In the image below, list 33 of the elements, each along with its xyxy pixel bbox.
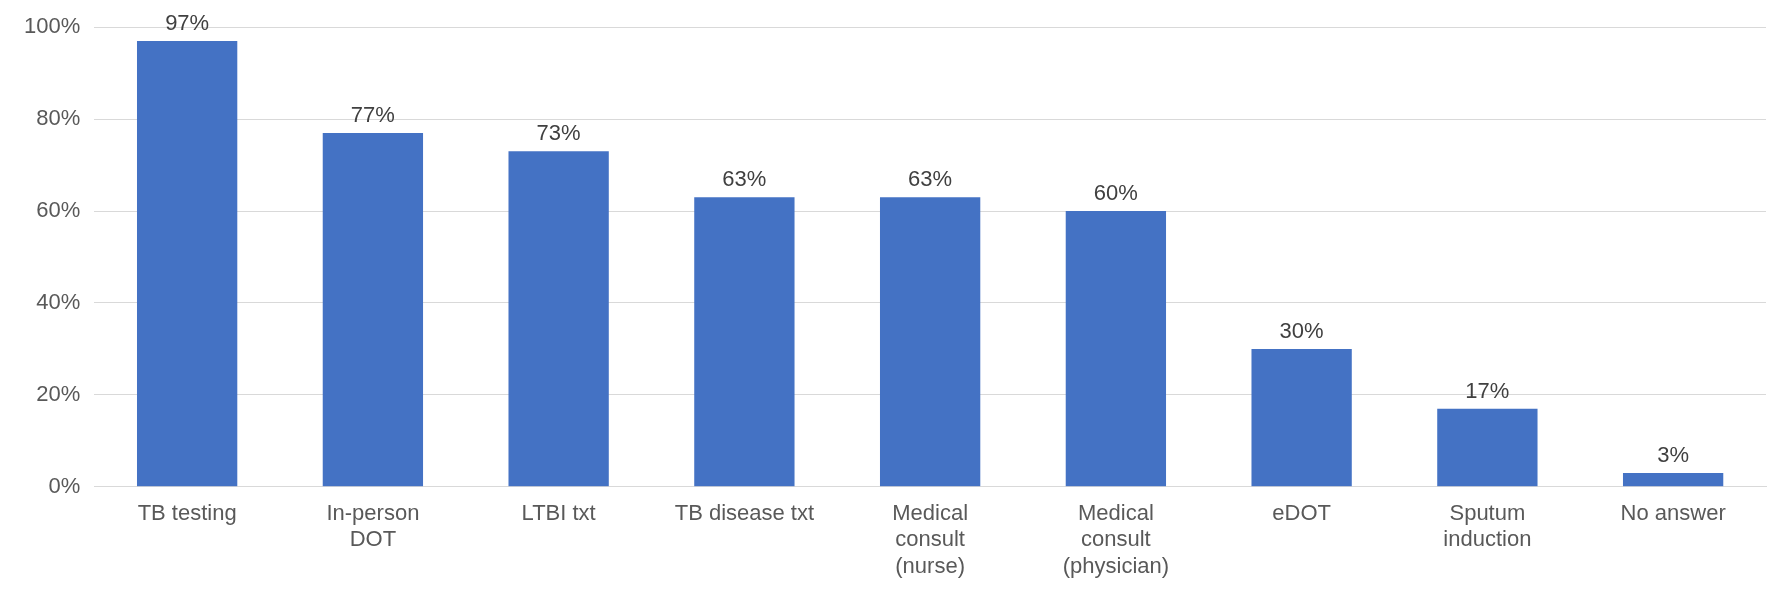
x-tick-label: Medical consult (physician): [1062, 500, 1170, 578]
x-tick-label: TB disease txt: [674, 500, 815, 526]
data-label: 63%: [908, 166, 953, 192]
data-label: 63%: [722, 166, 767, 192]
x-tick-label: LTBI txt: [521, 500, 596, 526]
y-tick-label: 20%: [36, 380, 81, 406]
data-label: 60%: [1093, 180, 1138, 206]
y-tick-label: 60%: [36, 197, 81, 223]
data-label: 17%: [1465, 377, 1510, 403]
y-tick-label: 0%: [48, 472, 81, 498]
bar: [1065, 211, 1167, 487]
x-tick-label: In-person DOT: [326, 500, 420, 552]
x-tick-label: eDOT: [1272, 500, 1331, 526]
y-tick-label: 100%: [23, 13, 81, 39]
data-label: 3%: [1657, 442, 1690, 468]
bar: [136, 40, 238, 487]
bar: [1622, 473, 1724, 487]
data-label: 77%: [350, 101, 395, 127]
data-label: 73%: [536, 120, 581, 146]
x-tick-label: Sputum induction: [1443, 500, 1532, 552]
bar: [508, 151, 609, 487]
bar: [694, 197, 795, 487]
data-label: 30%: [1279, 317, 1324, 343]
bar: [322, 132, 424, 487]
bar: [879, 197, 981, 487]
y-tick-label: 80%: [36, 105, 81, 131]
bar: [1251, 348, 1352, 487]
x-tick-label: No answer: [1620, 500, 1726, 526]
x-tick-label: TB testing: [137, 500, 237, 526]
bar: [1437, 408, 1538, 487]
data-label: 97%: [165, 10, 210, 36]
x-tick-label: Medical consult (nurse): [892, 500, 969, 578]
y-tick-label: 40%: [36, 289, 81, 315]
